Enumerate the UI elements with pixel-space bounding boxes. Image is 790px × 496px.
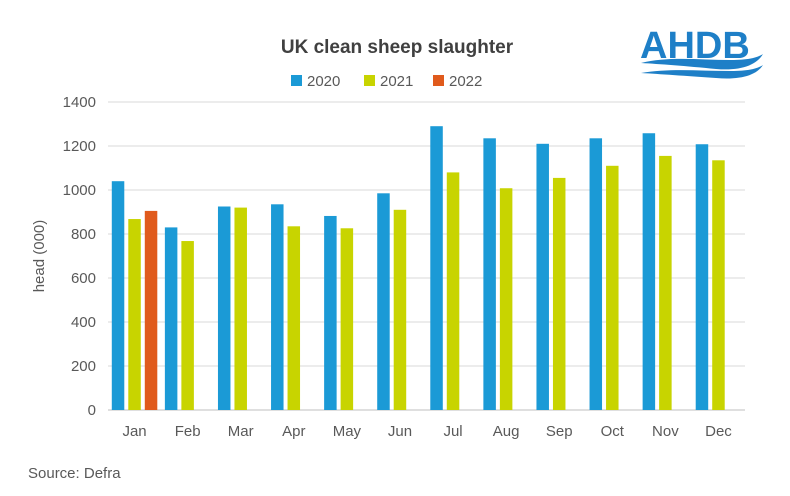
bar-2020-jun — [377, 193, 390, 410]
legend-swatch-2021 — [364, 75, 375, 86]
y-tick-label: 1400 — [63, 94, 96, 111]
bar-2021-aug — [499, 188, 513, 410]
bar-2021-apr — [287, 226, 301, 410]
y-tick-label: 200 — [71, 358, 96, 375]
bars — [111, 126, 725, 411]
bar-2021-jul — [446, 172, 460, 410]
bar-2020-may — [324, 215, 337, 410]
bar-2021-feb — [181, 241, 194, 410]
y-axis-title: head (000) — [31, 220, 48, 293]
x-tick-label: May — [333, 423, 362, 440]
bar-2021-jun — [393, 209, 407, 410]
bar-2020-jan — [111, 181, 125, 410]
bar-2021-oct — [606, 165, 619, 410]
logo-swoosh-upper — [641, 54, 763, 70]
bar-2020-jul — [430, 126, 443, 410]
x-tick-label: Sep — [546, 423, 573, 440]
bar-2020-dec — [695, 144, 709, 411]
y-tick-label: 600 — [71, 270, 96, 287]
bar-2021-mar — [234, 207, 247, 410]
chart-title: UK clean sheep slaughter — [281, 37, 514, 58]
y-tick-label: 0 — [88, 402, 96, 419]
source-note: Source: Defra — [28, 465, 121, 482]
ahdb-logo: AHDB — [640, 25, 763, 79]
y-tick-label: 1000 — [63, 182, 96, 199]
x-tick-label: Jul — [443, 423, 462, 440]
bar-2021-dec — [712, 160, 725, 410]
bar-2020-apr — [271, 204, 284, 410]
legend-swatch-2020 — [291, 75, 302, 86]
x-tick-label: Feb — [175, 423, 201, 440]
bar-2020-mar — [217, 206, 231, 410]
gridlines — [108, 101, 745, 411]
bar-2020-aug — [483, 138, 496, 411]
legend-label-2021: 2021 — [380, 73, 413, 90]
x-tick-label: Nov — [652, 423, 679, 440]
y-tick-label: 1200 — [63, 138, 96, 155]
y-tick-label: 400 — [71, 314, 96, 331]
bar-2021-nov — [659, 155, 672, 410]
bar-2021-may — [340, 228, 354, 410]
y-axis-ticks: 0 200 400 600 800 1000 1200 1400 — [63, 94, 96, 419]
x-tick-label: Dec — [705, 423, 732, 440]
x-tick-label: Mar — [228, 423, 254, 440]
bar-2020-oct — [589, 138, 603, 411]
x-tick-label: Aug — [493, 423, 520, 440]
logo-swoosh-lower — [641, 65, 763, 79]
legend-label-2020: 2020 — [307, 73, 340, 90]
bar-2020-sep — [536, 143, 549, 411]
bar-2022-jan — [144, 210, 158, 410]
bar-2020-feb — [164, 227, 178, 410]
x-tick-label: Jan — [122, 423, 146, 440]
y-tick-label: 800 — [71, 226, 96, 243]
bar-2020-nov — [642, 133, 656, 411]
legend: 2020 2021 2022 — [291, 73, 482, 90]
legend-swatch-2022 — [433, 75, 444, 86]
bar-2021-jan — [128, 219, 141, 410]
x-tick-label: Oct — [601, 423, 625, 440]
x-tick-label: Jun — [388, 423, 412, 440]
bar-2021-sep — [552, 177, 566, 410]
x-axis-ticks: Jan Feb Mar Apr May Jun Jul Aug Sep Oct Nov Dec — [122, 423, 732, 440]
x-tick-label: Apr — [282, 423, 305, 440]
legend-label-2022: 2022 — [449, 73, 482, 90]
